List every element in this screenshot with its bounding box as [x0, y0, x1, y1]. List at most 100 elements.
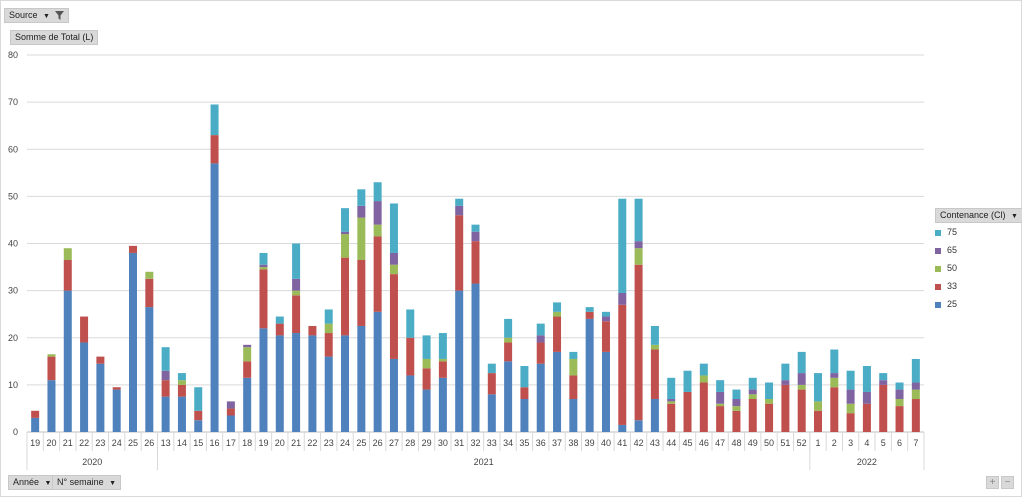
bar-segment [438, 333, 447, 359]
x-tick-label: 40 [601, 438, 611, 448]
x-tick-label: 24 [340, 438, 350, 448]
y-tick-label: 70 [8, 97, 18, 107]
bar-segment [422, 358, 431, 369]
bar-segment [112, 387, 121, 390]
bar-segment [862, 366, 871, 392]
bar-segment [813, 410, 822, 432]
minus-icon: − [1004, 477, 1011, 488]
bar-segment [259, 264, 268, 268]
collapse-button[interactable]: − [1001, 476, 1014, 489]
x-tick-label: 36 [536, 438, 546, 448]
bar-segment [765, 403, 774, 432]
bar-segment [112, 389, 121, 432]
x-tick-label: 17 [226, 438, 236, 448]
bar-segment [716, 403, 725, 407]
x-tick-label: 47 [715, 438, 725, 448]
bar-segment [389, 264, 398, 275]
bar-segment [341, 234, 350, 258]
bar-segment [748, 394, 757, 400]
legend-swatch [935, 301, 941, 308]
bar-segment [748, 389, 757, 395]
bar-segment [422, 335, 431, 359]
year-field-label: Année [13, 477, 40, 487]
x-tick-label: 25 [356, 438, 366, 448]
bar-segment [634, 420, 643, 432]
bar-segment [813, 401, 822, 411]
x-tick-label: 33 [487, 438, 497, 448]
bar-segment [569, 351, 578, 359]
x-tick-label: 1 [815, 438, 820, 448]
bar-segment [683, 391, 692, 432]
bar-segment [422, 368, 431, 390]
x-tick-label: 30 [438, 438, 448, 448]
x-tick-label: 28 [405, 438, 415, 448]
bar-segment [455, 215, 464, 291]
bar-segment [862, 403, 871, 432]
bar-segment [259, 269, 268, 329]
bar-segment [830, 349, 839, 374]
bar-segment [667, 403, 676, 432]
year-group-label: 2022 [857, 457, 877, 467]
bar-segment [846, 370, 855, 390]
bar-segment [389, 203, 398, 253]
bar-segment [389, 358, 398, 432]
bar-segment [569, 358, 578, 376]
bar-segment [553, 316, 562, 352]
bar-segment [699, 382, 708, 432]
bar-segment [650, 325, 659, 345]
x-tick-label: 19 [258, 438, 268, 448]
bar-segment [373, 311, 382, 432]
bar-segment [292, 333, 301, 432]
x-tick-label: 43 [650, 438, 660, 448]
x-tick-label: 22 [307, 438, 317, 448]
expand-button[interactable]: + [986, 476, 999, 489]
bar-segment [911, 382, 920, 390]
x-tick-label: 32 [470, 438, 480, 448]
bar-segment [455, 198, 464, 206]
bar-segment [765, 382, 774, 400]
x-tick-label: 20 [46, 438, 56, 448]
bar-segment [373, 182, 382, 202]
x-tick-label: 22 [79, 438, 89, 448]
year-field-button[interactable]: Année ▼ [8, 475, 57, 490]
y-tick-label: 40 [8, 239, 18, 249]
x-tick-label: 26 [144, 438, 154, 448]
legend-title-button[interactable]: Contenance (Cl) ▼ [935, 208, 1022, 223]
bar-segment [781, 363, 790, 381]
x-tick-label: 5 [881, 438, 886, 448]
bar-segment [536, 363, 545, 432]
bar-segment [145, 278, 154, 308]
x-tick-label: 19 [30, 438, 40, 448]
legend-item: 75 [935, 227, 957, 237]
bar-segment [357, 205, 366, 218]
bar-segment [63, 290, 72, 432]
x-tick-label: 34 [503, 438, 513, 448]
bar-segment [243, 377, 252, 432]
x-tick-label: 45 [683, 438, 693, 448]
bar-segment [341, 208, 350, 232]
bar-segment [846, 389, 855, 404]
bar-segment [341, 231, 350, 235]
week-field-button[interactable]: N° semaine ▼ [52, 475, 122, 490]
bar-segment [194, 410, 203, 421]
legend-label: 65 [947, 245, 958, 255]
x-tick-label: 23 [95, 438, 105, 448]
bar-segment [667, 399, 676, 402]
source-filter-button[interactable]: Source ▼ [4, 8, 69, 23]
x-tick-label: 6 [897, 438, 902, 448]
bar-segment [716, 406, 725, 432]
x-tick-label: 38 [568, 438, 578, 448]
x-tick-label: 39 [585, 438, 595, 448]
bar-segment [797, 389, 806, 432]
chevron-down-icon: ▼ [44, 480, 52, 487]
bar-segment [292, 243, 301, 279]
bar-segment [569, 399, 578, 432]
bar-segment [895, 399, 904, 407]
bar-segment [373, 224, 382, 237]
bar-segment [63, 248, 72, 260]
measure-field-button[interactable]: Somme de Total (L) [10, 30, 99, 45]
bar-segment [455, 205, 464, 216]
x-tick-label: 21 [63, 438, 73, 448]
week-field-label: N° semaine [57, 477, 104, 487]
bar-segment [732, 406, 741, 411]
